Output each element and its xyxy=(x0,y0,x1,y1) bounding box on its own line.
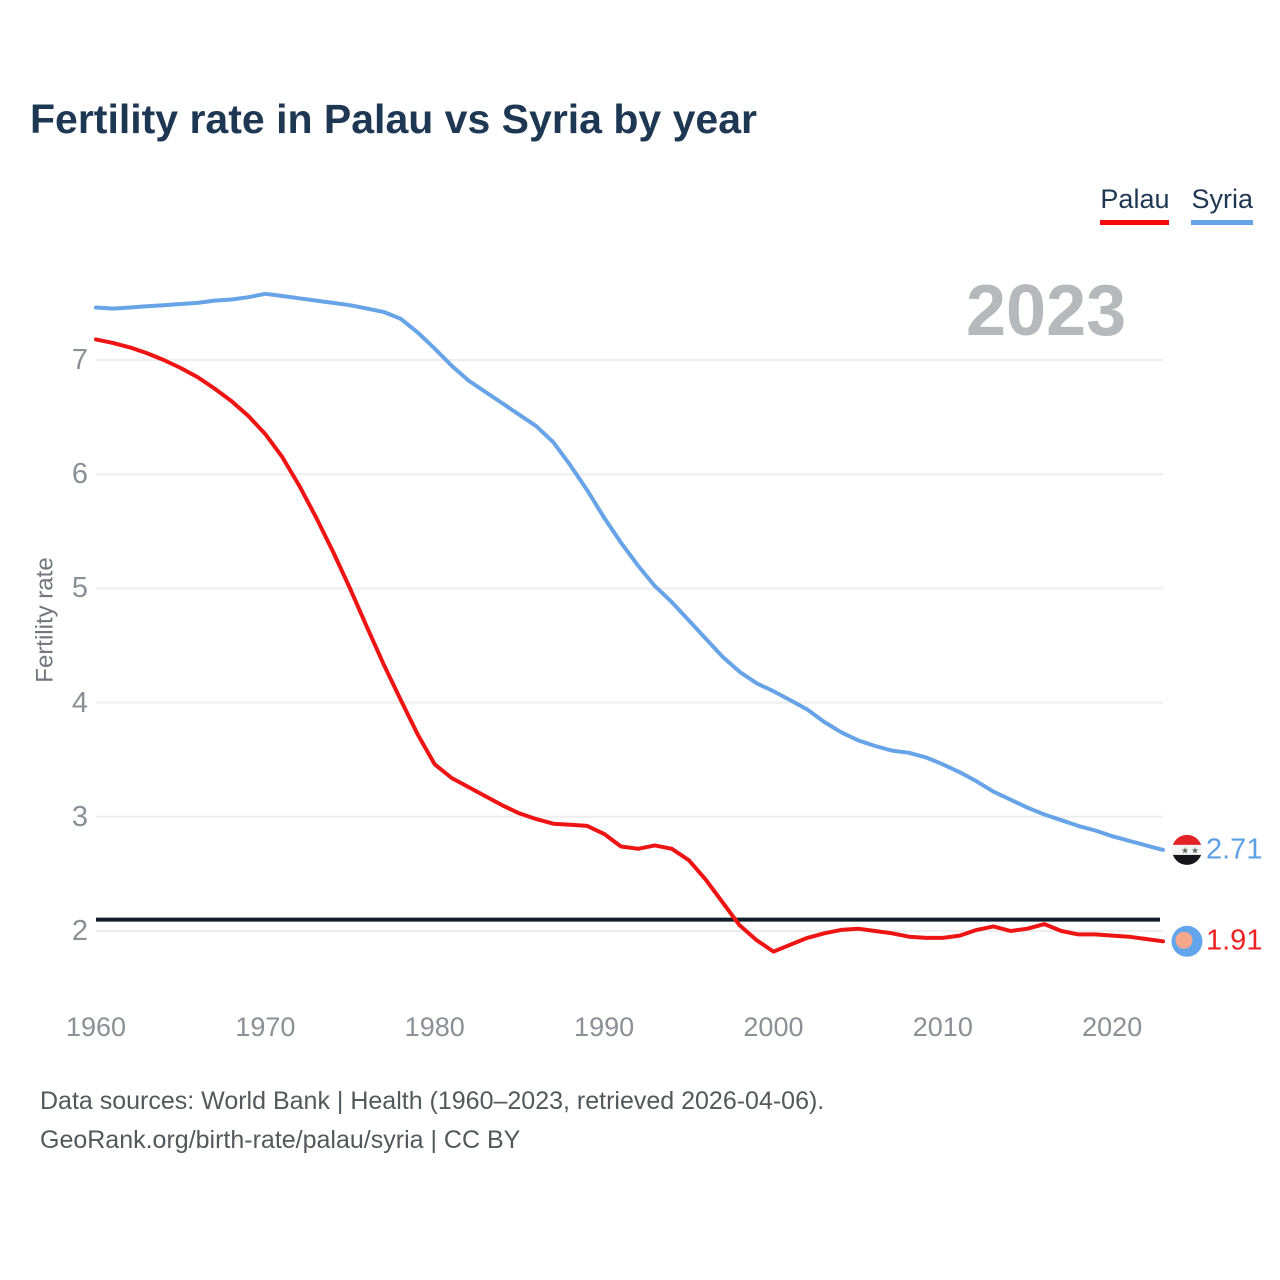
watermark-year: 2023 xyxy=(966,271,1127,351)
footer-source-line: Data sources: World Bank | Health (1960–… xyxy=(40,1087,825,1115)
legend: Palau Syria xyxy=(1100,184,1253,225)
palau-end-value: 1.91 xyxy=(1206,924,1263,957)
y-axis-title: Fertility rate xyxy=(31,557,59,683)
syria-flag-icon: ★ ★ xyxy=(1170,833,1204,867)
chart-title: Fertility rate in Palau vs Syria by year xyxy=(30,96,757,142)
syria-line xyxy=(94,291,1165,852)
palau-line xyxy=(94,337,1165,954)
svg-text:★: ★ xyxy=(1181,845,1189,855)
x-tick-label: 1970 xyxy=(235,1012,296,1042)
x-tick-label: 1960 xyxy=(65,1012,127,1042)
y-tick-label: 6 xyxy=(71,458,88,491)
y-tick-label: 7 xyxy=(71,344,88,376)
y-tick-label: 4 xyxy=(71,686,88,719)
palau-flag-icon xyxy=(1170,924,1204,958)
y-tick-label: 3 xyxy=(71,800,88,833)
y-tick-label: 5 xyxy=(71,572,88,605)
legend-item-palau[interactable]: Palau xyxy=(1100,184,1170,225)
x-tick-label: 2000 xyxy=(743,1012,804,1042)
footer-attribution-line: GeoRank.org/birth-rate/palau/syria | CC … xyxy=(40,1126,521,1154)
x-tick-label: 1990 xyxy=(574,1012,635,1042)
x-tick-label: 2020 xyxy=(1082,1012,1143,1042)
legend-item-syria[interactable]: Syria xyxy=(1191,184,1253,225)
footer: Data sources: World Bank | Health (1960–… xyxy=(40,1082,824,1160)
svg-text:★: ★ xyxy=(1191,845,1199,855)
x-tick-label: 1980 xyxy=(404,1012,465,1042)
y-tick-label: 2 xyxy=(71,915,88,947)
syria-end-value: 2.71 xyxy=(1206,833,1263,866)
x-tick-label: 2010 xyxy=(912,1012,973,1042)
